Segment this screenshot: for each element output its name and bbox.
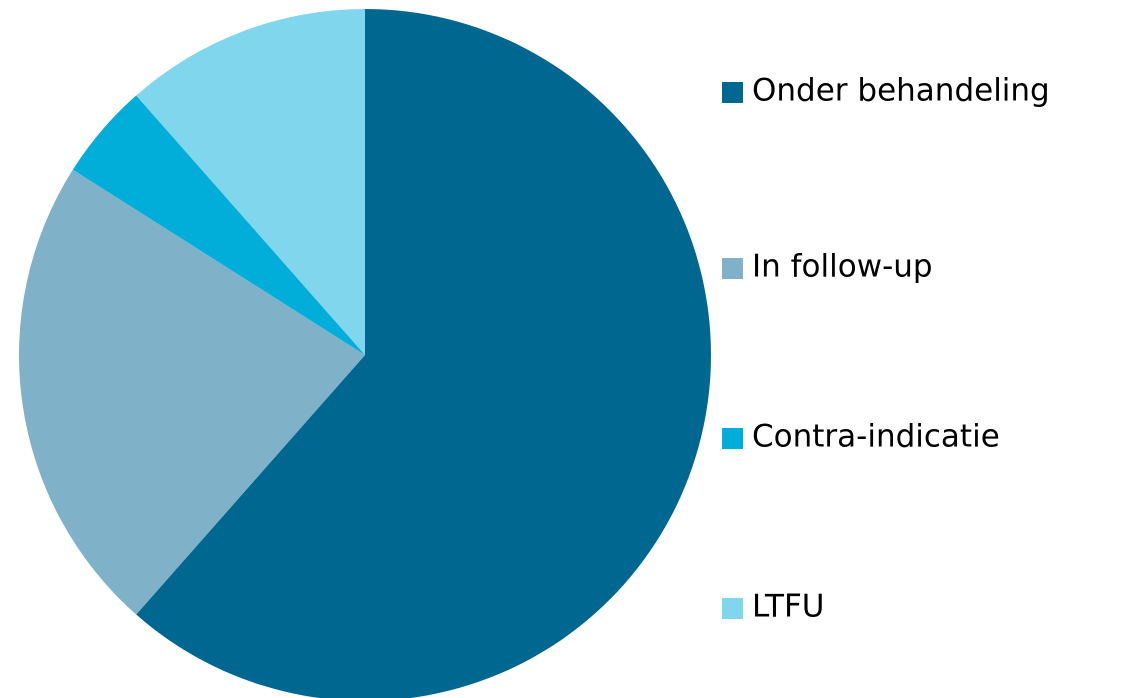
pie-slice — [18, 169, 366, 615]
pie-slice — [136, 9, 365, 355]
pie-slice — [136, 9, 711, 698]
legend-swatch — [722, 598, 743, 619]
legend-label: Onder behandeling — [752, 73, 1050, 109]
legend-label: LTFU — [752, 589, 824, 625]
legend-label: Contra-indicatie — [752, 419, 1000, 455]
legend-swatch — [722, 428, 743, 449]
legend-swatch — [722, 258, 743, 279]
pie-slice — [72, 95, 365, 355]
legend-swatch — [722, 82, 743, 103]
legend-label: In follow-up — [752, 249, 933, 285]
